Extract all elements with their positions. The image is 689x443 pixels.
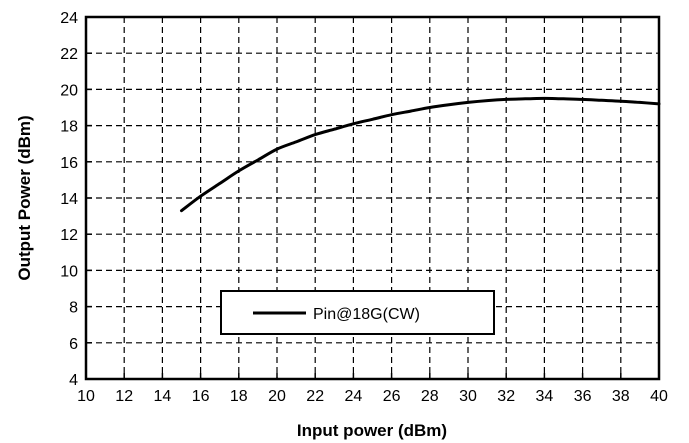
x-tick-label: 34 [536,388,554,405]
y-tick-label: 4 [69,372,78,389]
x-tick-label: 22 [306,388,324,405]
x-tick-label: 12 [115,388,133,405]
y-tick-label: 6 [69,336,78,353]
legend: Pin@18G(CW) [220,290,495,335]
x-tick-label: 16 [192,388,210,405]
y-tick-label: 10 [60,263,78,280]
plot-frame [84,15,661,381]
series-line [180,96,661,213]
x-tick-label: 20 [268,388,286,405]
x-tick-label: 10 [77,388,95,405]
x-tick-label: 40 [650,388,668,405]
y-tick-label: 20 [60,82,78,99]
legend-label: Pin@18G(CW) [313,306,420,323]
y-tick-labels: 4 6 8 10 12 14 16 18 20 22 24 [60,10,78,389]
x-tick-label: 32 [497,388,515,405]
x-tick-label: 38 [612,388,630,405]
x-axis-title: Input power (dBm) [297,421,447,440]
y-tick-label: 12 [60,227,78,244]
x-tick-labels: 10 12 14 16 18 20 22 24 26 28 30 32 34 36 38 40 [77,388,668,405]
x-tick-label: 30 [459,388,477,405]
x-tick-label: 14 [154,388,172,405]
series-group [180,96,661,213]
y-axis-title: Output Power (dBm) [15,115,34,280]
grid-lines [86,17,659,379]
y-tick-label: 24 [60,10,78,27]
y-tick-label: 22 [60,46,78,63]
x-tick-label: 26 [383,388,401,405]
x-tick-label: 24 [345,388,363,405]
x-tick-label: 28 [421,388,439,405]
y-tick-label: 18 [60,119,78,136]
x-tick-label: 36 [574,388,592,405]
y-tick-label: 14 [60,191,78,208]
y-tick-label: 16 [60,155,78,172]
y-tick-label: 8 [69,300,78,317]
x-tick-label: 18 [230,388,248,405]
